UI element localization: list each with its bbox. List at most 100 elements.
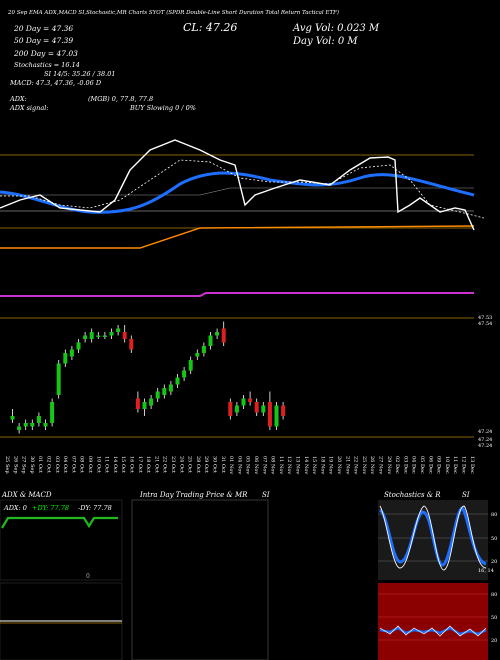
date-label: 01 Oct bbox=[37, 456, 43, 473]
price-tick-bot-c: 47.24 bbox=[478, 443, 492, 449]
candle-body bbox=[43, 423, 48, 427]
stat-20day: 20 Day = 47.36 bbox=[13, 24, 73, 33]
date-label: 10 Oct bbox=[95, 456, 101, 473]
candle-body bbox=[221, 328, 226, 343]
candle-body bbox=[109, 332, 114, 336]
date-label: 30 Sep bbox=[29, 456, 35, 474]
date-label: 25 Oct bbox=[187, 456, 193, 473]
date-label: 29 Nov bbox=[386, 456, 392, 474]
stoch-panel-si: SI bbox=[462, 491, 470, 499]
date-label: 13 Dec bbox=[469, 456, 475, 474]
candle-body bbox=[175, 377, 180, 385]
date-label: 27 Sep bbox=[21, 456, 27, 474]
date-label: 14 Nov bbox=[303, 456, 309, 474]
date-label: 18 Nov bbox=[319, 456, 325, 474]
date-label: 08 Oct bbox=[79, 456, 85, 473]
ema-blue-line bbox=[0, 171, 475, 214]
candle-body bbox=[17, 426, 22, 430]
candle-body bbox=[149, 398, 154, 406]
magenta-line bbox=[0, 292, 474, 297]
candle-body bbox=[248, 398, 253, 402]
price-tick-top-a: 47.53 bbox=[478, 315, 492, 321]
candle-body bbox=[129, 339, 134, 350]
adx-panel bbox=[0, 499, 123, 581]
stat-200day: 200 Day = 47.03 bbox=[13, 49, 78, 58]
date-label: 15 Oct bbox=[120, 456, 126, 473]
candle-body bbox=[274, 405, 279, 427]
si-dotted-line bbox=[0, 159, 485, 219]
candle-body bbox=[122, 332, 127, 339]
date-label: 28 Oct bbox=[195, 456, 201, 473]
date-label: 09 Dec bbox=[436, 456, 442, 474]
stat-si: SI 14/5: 35.26 / 38.01 bbox=[44, 70, 115, 78]
date-label: 31 Oct bbox=[220, 456, 226, 473]
date-label: 07 Oct bbox=[70, 456, 76, 473]
adx-panel-title: ADX & MACD bbox=[1, 491, 52, 499]
adx-legend-a: ADX: 0 bbox=[3, 504, 27, 512]
date-label: 09 Oct bbox=[87, 456, 93, 473]
date-label: 29 Oct bbox=[203, 456, 209, 473]
date-label: 03 Oct bbox=[54, 456, 60, 473]
candle-body bbox=[36, 416, 41, 423]
ema-grey-line bbox=[0, 187, 474, 196]
candle-body bbox=[102, 335, 107, 337]
candle-body bbox=[135, 398, 140, 409]
stoch-scale-50: 50 bbox=[491, 536, 497, 542]
chart-caption: 20 Sep EMA ADX,MACD SI,Stochastic,MR Cha… bbox=[7, 9, 339, 16]
candle-body bbox=[281, 405, 286, 416]
intraday-si: SI bbox=[262, 491, 270, 499]
stochastic-white-line bbox=[0, 139, 475, 231]
date-label: 27 Nov bbox=[378, 456, 384, 474]
candles-group bbox=[10, 321, 286, 434]
close-price: CL: 47.26 bbox=[183, 21, 237, 34]
date-label: 20 Nov bbox=[336, 456, 342, 474]
date-labels: 25 Sep 26 Sep 27 Sep 30 Sep 01 Oct 02 Oct 03 O… bbox=[4, 456, 475, 474]
date-label: 21 Nov bbox=[344, 456, 350, 474]
candle-body bbox=[30, 423, 35, 427]
si-scale-20: 20 bbox=[491, 638, 497, 644]
date-label: 05 Nov bbox=[245, 456, 251, 474]
intraday-panel bbox=[131, 499, 269, 660]
stoch-white-line bbox=[379, 505, 487, 571]
candle-body bbox=[215, 332, 220, 336]
stat-stochastics: Stochastics = 16.14 bbox=[14, 61, 80, 69]
date-label: 12 Dec bbox=[461, 456, 467, 474]
stat-macd: MACD: 47.3, 47.36, -0.06 D bbox=[9, 79, 102, 87]
adx-legend-b: +DY: 77.78 bbox=[32, 504, 69, 512]
date-label: 11 Dec bbox=[452, 456, 458, 474]
date-label: 11 Oct bbox=[104, 456, 110, 473]
candle-body bbox=[83, 335, 88, 339]
candle-body bbox=[142, 402, 147, 409]
date-label: 18 Oct bbox=[145, 456, 151, 473]
stat-mgb: (MGB) 0, 77.8, 77.8 bbox=[88, 95, 153, 103]
stat-adx-signal: ADX signal: bbox=[9, 104, 49, 112]
candle-body bbox=[195, 353, 200, 357]
candle-body bbox=[155, 391, 160, 399]
candle-body bbox=[56, 363, 61, 395]
date-label: 30 Oct bbox=[212, 456, 218, 473]
ema200-orange-line bbox=[0, 225, 475, 249]
stoch-value-label: 16, 14 bbox=[478, 568, 494, 574]
date-label: 08 Nov bbox=[270, 456, 276, 474]
si-white-line bbox=[379, 625, 487, 637]
candle-body bbox=[201, 346, 206, 353]
price-tick-top-b: 47.54 bbox=[478, 321, 492, 327]
date-label: 13 Nov bbox=[295, 456, 301, 474]
si-scale-50: 50 bbox=[491, 615, 497, 621]
candle-body bbox=[182, 370, 187, 378]
candle-body bbox=[267, 402, 272, 427]
candle-body bbox=[241, 398, 246, 406]
candle-body bbox=[261, 405, 266, 413]
candle-body bbox=[10, 416, 15, 420]
stoch-blue-line bbox=[378, 506, 487, 567]
candle-body bbox=[228, 402, 233, 416]
stat-50day: 50 Day = 47.39 bbox=[14, 36, 73, 45]
candle-body bbox=[69, 349, 74, 357]
stat-buy-slowing: BUY Slowing 0 / 0% bbox=[129, 104, 196, 112]
candle-body bbox=[96, 335, 101, 337]
candle-body bbox=[162, 388, 167, 395]
stoch-panel-title: Stochastics & R bbox=[384, 491, 441, 499]
avg-volume: Avg Vol: 0.023 M bbox=[292, 23, 380, 34]
date-label: 16 Oct bbox=[129, 456, 135, 473]
